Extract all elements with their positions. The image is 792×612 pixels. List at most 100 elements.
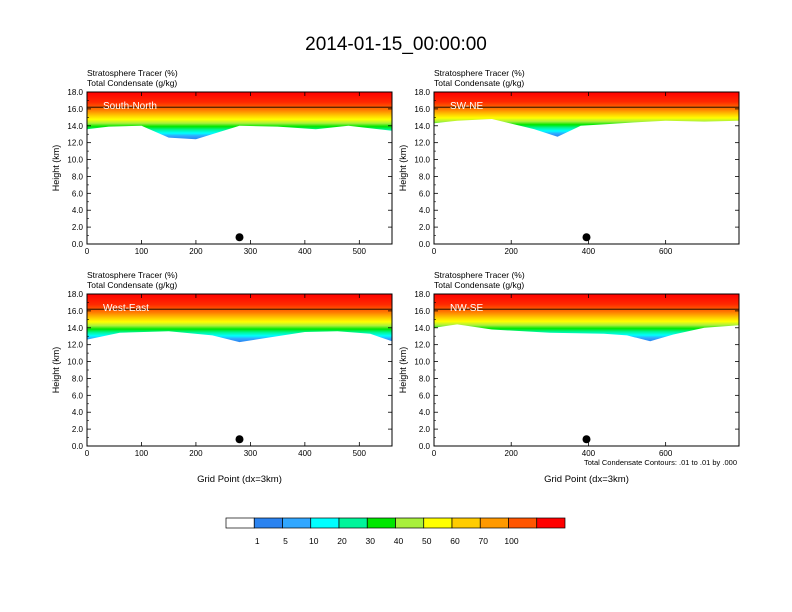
- y-tick-label: 16.0: [67, 307, 83, 316]
- y-tick-label: 16.0: [414, 307, 430, 316]
- colorbar-box: [253, 517, 283, 529]
- y-tick-label: 8.0: [419, 172, 431, 181]
- colorbar-label: 60: [450, 536, 460, 546]
- x-tick-label: 200: [505, 247, 519, 256]
- x-tick-label: 200: [189, 449, 203, 458]
- colorbar-label: 70: [479, 536, 489, 546]
- panel-west-east: Stratosphere Tracer (%)Total Condensate …: [51, 270, 393, 485]
- y-tick-label: 16.0: [67, 105, 83, 114]
- y-axis-label: Height (km): [398, 347, 408, 394]
- y-axis-label: Height (km): [398, 145, 408, 192]
- panel-sw-ne: Stratosphere Tracer (%)Total Condensate …: [398, 68, 740, 256]
- y-tick-label: 14.0: [414, 122, 430, 131]
- panel-title-tracer: Stratosphere Tracer (%): [87, 68, 178, 78]
- y-tick-label: 10.0: [414, 156, 430, 165]
- x-tick-label: 300: [244, 247, 258, 256]
- x-tick-label: 600: [659, 449, 673, 458]
- x-tick-label: 400: [298, 247, 312, 256]
- y-tick-label: 2.0: [72, 223, 84, 232]
- tracer-field: [434, 294, 739, 342]
- y-tick-label: 4.0: [72, 206, 84, 215]
- colorbar-box: [366, 517, 396, 529]
- y-tick-label: 2.0: [419, 425, 431, 434]
- colorbar-label: 30: [366, 536, 376, 546]
- colorbar-box: [395, 517, 425, 529]
- y-axis-label: Height (km): [51, 347, 61, 394]
- x-tick-label: 100: [135, 449, 149, 458]
- panel-title-condensate: Total Condensate (g/kg): [434, 78, 524, 88]
- colorbar-box: [536, 517, 566, 529]
- colorbar-box: [479, 517, 509, 529]
- y-tick-label: 14.0: [67, 324, 83, 333]
- panel-title-condensate: Total Condensate (g/kg): [87, 78, 177, 88]
- colorbar-label: 5: [283, 536, 288, 546]
- x-tick-label: 200: [505, 449, 519, 458]
- y-tick-label: 6.0: [419, 391, 431, 400]
- colorbar-box: [282, 517, 312, 529]
- panel-label: SW-NE: [450, 101, 483, 112]
- y-tick-label: 0.0: [72, 240, 84, 249]
- y-tick-label: 4.0: [72, 408, 84, 417]
- x-tick-label: 500: [353, 449, 367, 458]
- y-tick-label: 6.0: [72, 189, 84, 198]
- colorbar: 1 5 10 20 30 40 50 60 70 100: [225, 517, 566, 546]
- panel-label: West-East: [103, 303, 149, 314]
- y-tick-label: 12.0: [414, 341, 430, 350]
- y-tick-label: 0.0: [419, 442, 431, 451]
- y-tick-label: 8.0: [419, 374, 431, 383]
- y-tick-label: 12.0: [67, 341, 83, 350]
- colorbar-label: 100: [504, 536, 518, 546]
- colorbar-label: 20: [337, 536, 347, 546]
- panel-title-tracer: Stratosphere Tracer (%): [434, 68, 525, 78]
- colorbar-box: [310, 517, 340, 529]
- x-axis-label: Grid Point (dx=3km): [544, 474, 629, 485]
- tracer-field: [434, 92, 739, 137]
- y-tick-label: 2.0: [72, 425, 84, 434]
- colorbar-box: [451, 517, 481, 529]
- location-marker: [582, 435, 591, 444]
- y-axis-label: Height (km): [51, 145, 61, 192]
- x-tick-label: 200: [189, 247, 203, 256]
- panel-title-condensate: Total Condensate (g/kg): [87, 280, 177, 290]
- y-tick-label: 10.0: [414, 358, 430, 367]
- tracer-field: [87, 92, 392, 140]
- y-tick-label: 2.0: [419, 223, 431, 232]
- y-tick-label: 0.0: [419, 240, 431, 249]
- panel-label: South-North: [103, 101, 157, 112]
- x-tick-label: 0: [85, 449, 90, 458]
- x-tick-label: 300: [244, 449, 258, 458]
- colorbar-box: [338, 517, 368, 529]
- y-tick-label: 12.0: [67, 139, 83, 148]
- panel-label: NW-SE: [450, 303, 483, 314]
- colorbar-box: [423, 517, 453, 529]
- tracer-field: [87, 294, 392, 343]
- colorbar-label: 40: [394, 536, 404, 546]
- panel-title-tracer: Stratosphere Tracer (%): [87, 270, 178, 280]
- y-tick-label: 14.0: [414, 324, 430, 333]
- colorbar-label: 1: [255, 536, 260, 546]
- colorbar-label: 50: [422, 536, 432, 546]
- x-tick-label: 0: [85, 247, 90, 256]
- y-tick-label: 8.0: [72, 172, 84, 181]
- x-tick-label: 400: [582, 247, 596, 256]
- x-tick-label: 400: [582, 449, 596, 458]
- y-tick-label: 4.0: [419, 408, 431, 417]
- location-marker: [235, 233, 244, 242]
- y-tick-label: 10.0: [67, 156, 83, 165]
- x-tick-label: 600: [659, 247, 673, 256]
- x-tick-label: 0: [432, 449, 437, 458]
- y-tick-label: 6.0: [419, 189, 431, 198]
- location-marker: [582, 233, 591, 242]
- x-tick-label: 400: [298, 449, 312, 458]
- y-tick-label: 8.0: [72, 374, 84, 383]
- colorbar-box: [508, 517, 538, 529]
- colorbar-label: 10: [309, 536, 319, 546]
- y-tick-label: 6.0: [72, 391, 84, 400]
- y-tick-label: 4.0: [419, 206, 431, 215]
- panel-title-tracer: Stratosphere Tracer (%): [434, 270, 525, 280]
- y-tick-label: 18.0: [67, 290, 83, 299]
- x-axis-label: Grid Point (dx=3km): [197, 474, 282, 485]
- contour-note: Total Condensate Contours: .01 to .01 by…: [584, 458, 737, 467]
- panel-nw-se: Stratosphere Tracer (%) Total Condensate …: [398, 270, 740, 485]
